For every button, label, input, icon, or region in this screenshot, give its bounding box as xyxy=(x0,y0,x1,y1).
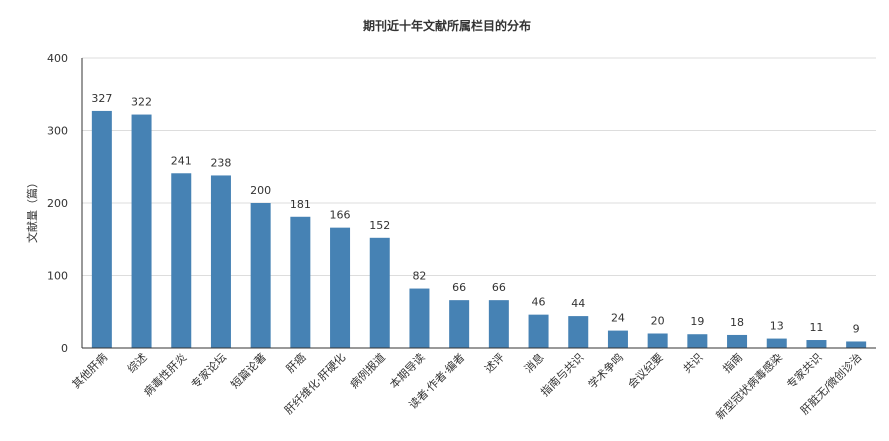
data-labels: 327 322 241 238 200 181 166 152 82 66 66 46 44 24 20 19… xyxy=(91,92,859,336)
bar xyxy=(330,227,351,348)
bar xyxy=(687,334,708,348)
bar xyxy=(727,334,748,348)
y-tick-label: 100 xyxy=(47,270,68,283)
data-label: 322 xyxy=(131,96,152,109)
y-tick-label: 400 xyxy=(47,52,68,65)
x-tick-label: 共识 xyxy=(681,351,706,376)
x-tick-label: 新型冠状病毒感染 xyxy=(713,350,785,422)
x-tick-label: 指南与共识 xyxy=(538,350,587,399)
data-label: 166 xyxy=(330,209,351,222)
data-label: 11 xyxy=(809,321,823,334)
bar xyxy=(488,300,509,348)
x-tick-label: 病例报道 xyxy=(347,350,388,391)
x-tick-label: 述评 xyxy=(482,351,507,376)
bar xyxy=(806,340,827,348)
x-tick-label: 专家共识 xyxy=(784,350,825,391)
bar xyxy=(131,114,152,348)
bars xyxy=(91,110,867,348)
x-tick-label: 本期导读 xyxy=(387,350,428,391)
data-label: 241 xyxy=(171,154,192,167)
y-axis-label: 文献量（篇） xyxy=(25,177,39,243)
bar xyxy=(290,216,311,348)
data-label: 238 xyxy=(210,156,231,169)
data-label: 13 xyxy=(770,320,784,333)
data-label: 20 xyxy=(651,315,665,328)
data-label: 66 xyxy=(452,281,466,294)
bar xyxy=(647,333,668,348)
data-label: 46 xyxy=(532,296,546,309)
data-label: 66 xyxy=(492,281,506,294)
x-tick-label: 学术争鸣 xyxy=(585,350,626,391)
x-tick-label: 病毒性肝炎 xyxy=(141,350,190,399)
bar xyxy=(607,330,628,348)
bar xyxy=(846,341,867,348)
bar xyxy=(568,316,589,348)
x-tick-label: 其他肝病 xyxy=(69,350,110,391)
data-label: 24 xyxy=(611,312,625,325)
x-tick-label: 短篇论著 xyxy=(228,350,269,391)
bar xyxy=(171,173,192,348)
grid-lines xyxy=(82,57,876,276)
y-axis-ticks: 0 100 200 300 400 xyxy=(47,52,68,355)
x-tick-label: 消息 xyxy=(521,350,546,375)
bar xyxy=(91,110,112,348)
data-label: 152 xyxy=(369,219,390,232)
data-label: 18 xyxy=(730,316,744,329)
data-label: 200 xyxy=(250,184,271,197)
y-tick-label: 200 xyxy=(47,197,68,210)
y-tick-label: 0 xyxy=(61,342,68,355)
data-label: 19 xyxy=(690,315,704,328)
data-label: 44 xyxy=(571,297,585,310)
data-label: 82 xyxy=(412,270,426,283)
x-tick-label: 综述 xyxy=(124,350,149,375)
bar xyxy=(449,300,470,348)
chart-title: 期刊近十年文献所属栏目的分布 xyxy=(363,18,531,33)
bar xyxy=(369,237,390,348)
y-tick-label: 300 xyxy=(47,125,68,138)
x-tick-label: 专家论坛 xyxy=(188,350,229,391)
bar xyxy=(766,338,787,348)
x-tick-label: 指南 xyxy=(720,350,745,375)
bar xyxy=(528,314,549,348)
data-label: 9 xyxy=(853,322,860,335)
bar xyxy=(409,288,430,348)
x-tick-label: 会议纪要 xyxy=(625,351,665,391)
data-label: 181 xyxy=(290,198,311,211)
data-label: 327 xyxy=(91,92,112,105)
x-tick-label: 肝癌 xyxy=(283,350,308,375)
bar xyxy=(210,175,231,348)
bar xyxy=(250,203,271,348)
